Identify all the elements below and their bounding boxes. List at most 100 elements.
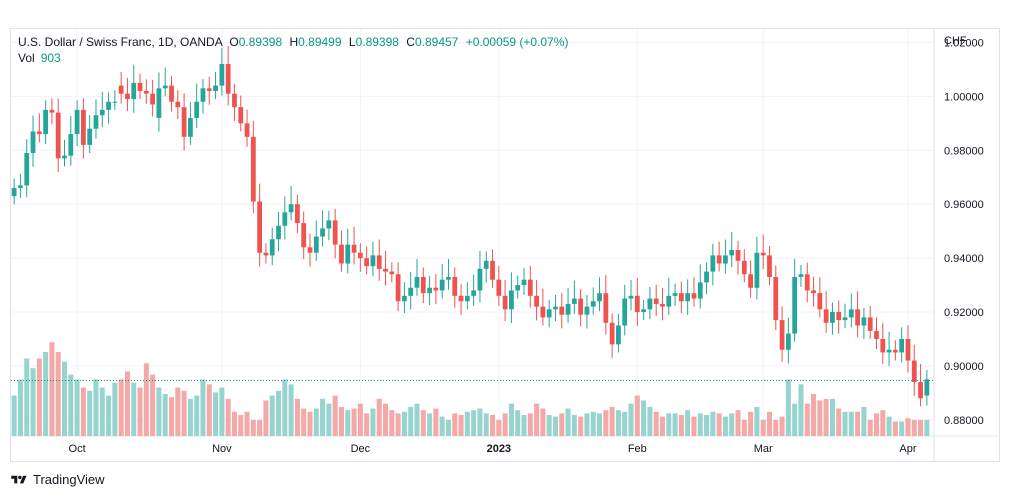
candle-body — [710, 255, 716, 272]
volume-bar — [905, 418, 911, 436]
candle-body — [339, 244, 344, 264]
candle-body — [427, 287, 432, 294]
candle-body — [477, 268, 483, 291]
candle-body — [112, 101, 118, 103]
candle-body — [716, 255, 722, 264]
volume-bar — [74, 379, 80, 436]
candle-body — [357, 252, 363, 259]
volume-bar — [773, 419, 779, 436]
candle-body — [414, 276, 420, 288]
volume-bar — [414, 403, 420, 436]
candle-body — [439, 279, 445, 291]
candle-body — [332, 220, 338, 245]
candle-body — [723, 255, 728, 264]
volume-bar — [357, 403, 363, 436]
candle-body — [616, 325, 621, 345]
volume-bar — [351, 408, 357, 436]
volume-bar — [798, 384, 804, 436]
candles — [11, 45, 930, 407]
volume-bar — [823, 398, 829, 436]
volume-bar — [741, 419, 747, 436]
tradingview-branding[interactable]: TradingView — [10, 472, 105, 487]
volume-bar — [87, 390, 93, 436]
volume-bar — [748, 411, 754, 436]
volume-bar — [17, 379, 23, 436]
candle-body — [502, 295, 508, 310]
candle-body — [892, 349, 898, 353]
volume-bar — [540, 408, 546, 436]
candle-body — [842, 317, 848, 321]
candle-body — [446, 276, 451, 280]
volume-bar — [307, 411, 313, 436]
candle-body — [74, 109, 80, 135]
volume-bar — [408, 406, 414, 436]
volume-bar — [383, 403, 389, 436]
volume-bar — [99, 387, 105, 436]
volume-bar — [647, 406, 653, 436]
change-value: +0.00059 (+0.07%) — [465, 35, 569, 49]
volume-legend: Vol 903 — [18, 51, 61, 65]
candle-body — [213, 85, 218, 91]
volume-bar — [370, 408, 376, 436]
candle-body — [867, 317, 873, 331]
candle-body — [99, 109, 105, 116]
volume-bar — [779, 416, 785, 436]
volume-bar — [43, 352, 49, 436]
volume-bar — [464, 411, 470, 436]
candle-body — [250, 136, 256, 202]
candle-body — [307, 247, 313, 253]
volume-bar — [55, 352, 61, 436]
volume-bar — [609, 406, 615, 436]
candle-body — [647, 298, 653, 310]
price-tick-label: 0.92000 — [944, 307, 984, 319]
candle-body — [559, 306, 565, 315]
symbol-title[interactable]: U.S. Dollar / Swiss Franc, 1D, OANDA — [18, 35, 223, 49]
candle-body — [924, 379, 930, 396]
candle-body — [811, 290, 816, 294]
candle-body — [156, 88, 162, 118]
candle-body — [848, 309, 854, 318]
candle-body — [767, 255, 772, 277]
candle-body — [225, 64, 231, 94]
candle-body — [118, 85, 124, 94]
volume-bar — [716, 413, 722, 436]
candle-body — [288, 204, 294, 213]
price-tick-label: 0.96000 — [944, 199, 984, 211]
volume-bar — [294, 398, 300, 436]
candle-body — [150, 93, 156, 105]
candle-body — [257, 201, 263, 253]
candle-body — [282, 212, 288, 226]
volume-bar — [112, 382, 118, 436]
volume-bar — [899, 421, 905, 436]
volume-bar — [559, 413, 565, 436]
volume-bar — [515, 410, 521, 436]
volume-bar — [49, 342, 55, 436]
volume-bar — [766, 411, 773, 436]
candle-body — [219, 64, 225, 86]
volume-bar — [546, 415, 552, 436]
price-tick-label: 0.94000 — [944, 253, 984, 265]
candle-body — [823, 309, 829, 323]
low-label: L — [348, 35, 356, 49]
time-tick-label: Mar — [754, 443, 773, 455]
candle-body — [18, 185, 23, 189]
time-tick-label: Feb — [628, 443, 647, 455]
candle-body — [779, 320, 785, 350]
candle-body — [899, 338, 905, 353]
volume-bar — [873, 413, 880, 436]
high-value: 0.89499 — [298, 35, 342, 49]
volume-bar — [521, 415, 527, 436]
candle-body — [383, 268, 388, 272]
candle-body — [874, 330, 879, 339]
volume-label[interactable]: Vol — [18, 51, 35, 65]
candle-body — [36, 131, 42, 135]
volume-bar — [615, 410, 621, 436]
time-axis: Oct Nov Dec 2023 Feb Mar Apr — [69, 443, 917, 455]
chart-frame[interactable] — [10, 28, 1000, 462]
candle-body — [754, 252, 760, 288]
price-tick-label: 0.88000 — [944, 415, 984, 427]
price-tick-label: 1.02000 — [944, 37, 984, 49]
candle-body — [886, 349, 892, 353]
